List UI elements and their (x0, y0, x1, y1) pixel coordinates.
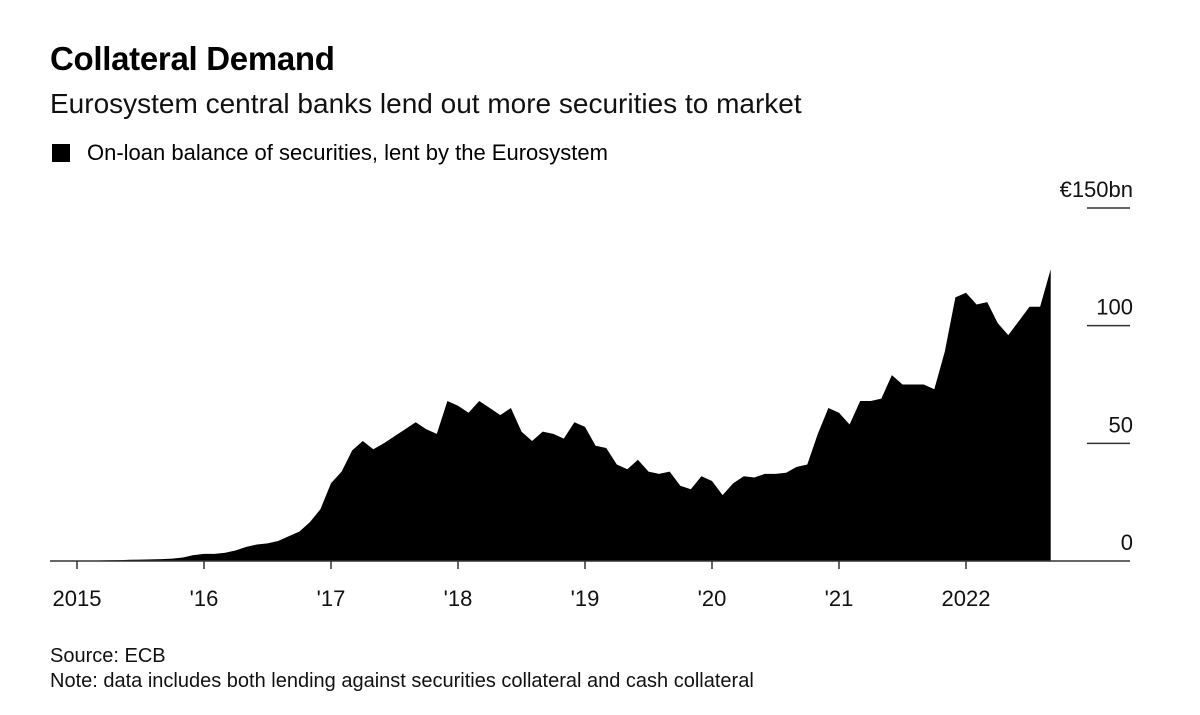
x-tick-label: '19 (571, 586, 600, 611)
footer: Source: ECB Note: data includes both len… (50, 644, 754, 694)
x-tick-label: '16 (190, 586, 219, 611)
x-tick-label: '18 (444, 586, 473, 611)
area-layer (78, 269, 1051, 561)
legend-label: On-loan balance of securities, lent by t… (87, 140, 608, 165)
chart-title: Collateral Demand (50, 40, 335, 77)
source-note: Source: ECB (50, 645, 166, 667)
footnote: Note: data includes both lending against… (50, 670, 754, 692)
chart-subtitle: Eurosystem central banks lend out more s… (50, 88, 802, 119)
x-tick-label: '20 (698, 586, 727, 611)
y-tick-label: €150bn (1060, 177, 1133, 202)
y-tick-label: 100 (1096, 295, 1133, 320)
y-tick-label: 0 (1121, 530, 1133, 555)
legend: On-loan balance of securities, lent by t… (52, 140, 608, 166)
x-axis: 2015 '16 '17 '18 '19 '20 '21 2022 (53, 561, 991, 611)
y-tick-label: 50 (1109, 412, 1133, 437)
x-tick-label: 2022 (942, 586, 991, 611)
y-axis: €150bn 100 50 0 (1060, 177, 1133, 555)
x-tick-label: '21 (825, 586, 854, 611)
series-area (78, 269, 1051, 561)
legend-swatch (52, 144, 70, 162)
x-tick-label: 2015 (53, 586, 102, 611)
x-tick-label: '17 (317, 586, 346, 611)
